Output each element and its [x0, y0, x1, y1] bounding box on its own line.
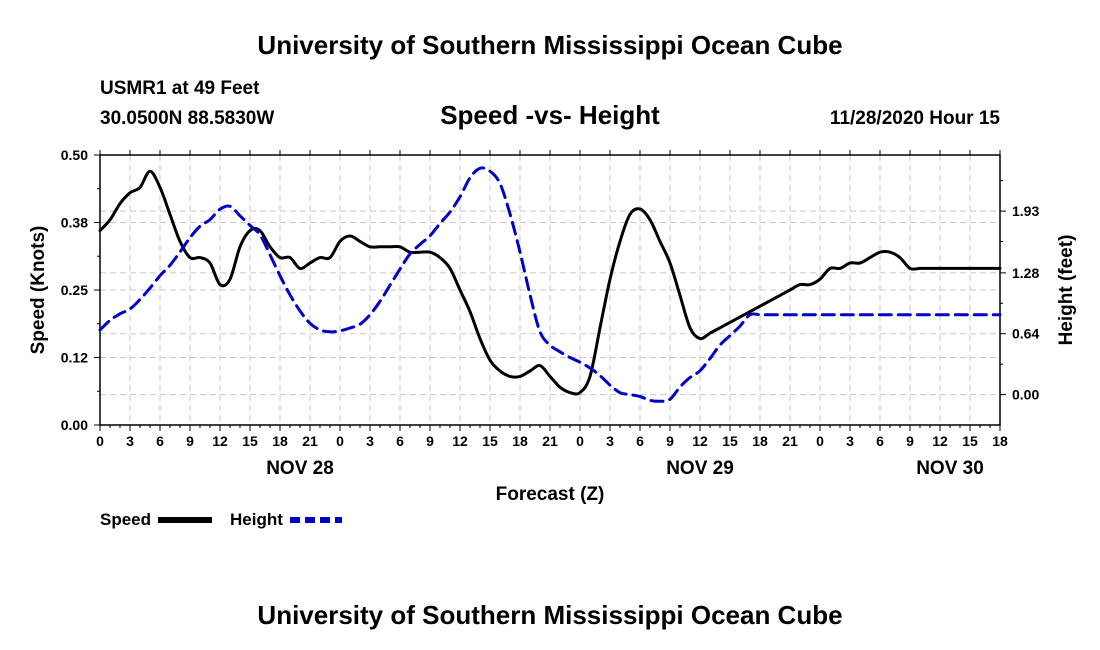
x-tick-label: 18: [512, 433, 528, 449]
legend-speed-label: Speed: [100, 510, 151, 529]
page-title: University of Southern Mississippi Ocean…: [257, 30, 842, 60]
speed-series-line: [98, 169, 1002, 396]
y2-axis-label: Height (feet): [1056, 235, 1077, 346]
x-tick-label: 3: [366, 433, 374, 449]
x-tick-label: 6: [876, 433, 884, 449]
series-layer: [98, 166, 1002, 403]
x-tick-label: 21: [782, 433, 798, 449]
x-tick-label: 18: [992, 433, 1008, 449]
y-tick-label: 0.00: [61, 417, 88, 433]
x-tick-label: 0: [336, 433, 344, 449]
x-axis-label: Forecast (Z): [496, 484, 605, 505]
y2-tick-label: 0.00: [1012, 387, 1039, 403]
y2-tick-label: 1.93: [1012, 203, 1039, 219]
station-label: USMR1 at 49 Feet: [100, 78, 260, 99]
y-tick-label: 0.25: [61, 282, 88, 298]
x-tick-label: 12: [932, 433, 948, 449]
y-tick-label: 0.12: [61, 350, 88, 366]
x-tick-label: 6: [156, 433, 164, 449]
x-tick-label: 15: [242, 433, 258, 449]
x-tick-label: 9: [426, 433, 434, 449]
x-tick-label: 15: [962, 433, 978, 449]
x-tick-label: 12: [452, 433, 468, 449]
x-tick-label: 9: [186, 433, 194, 449]
timestamp-label: 11/28/2020 Hour 15: [830, 108, 1000, 129]
x-tick-label: 0: [96, 433, 104, 449]
y-axis-label: Speed (Knots): [28, 226, 49, 355]
height-series-line: [98, 166, 1002, 403]
legend-height-label: Height: [230, 510, 283, 529]
grid-lines: [100, 155, 1000, 425]
x-tick-label: 0: [816, 433, 824, 449]
x-tick-label: 21: [542, 433, 558, 449]
x-tick-label: 3: [846, 433, 854, 449]
legend: Speed Height: [100, 510, 342, 529]
y-tick-label: 0.50: [61, 147, 88, 163]
y2-tick-label: 0.64: [1012, 326, 1039, 342]
x-tick-label: 18: [752, 433, 768, 449]
x-tick-label: 18: [272, 433, 288, 449]
x-tick-label: 15: [482, 433, 498, 449]
x-tick-label: 9: [666, 433, 674, 449]
chart-title: Speed -vs- Height: [440, 100, 660, 130]
date-label: NOV 30: [916, 458, 984, 479]
x-tick-label: 3: [606, 433, 614, 449]
x-tick-label: 9: [906, 433, 914, 449]
x-tick-label: 15: [722, 433, 738, 449]
axes: 0 3 6 9 12 15 18 21 0 3 6 9 12 15 18 21 0 3 6 9 12 15 18 21 0 3 6 9…: [61, 147, 1040, 479]
x-tick-label: 0: [576, 433, 584, 449]
y2-tick-label: 1.28: [1012, 265, 1039, 281]
x-tick-label: 6: [636, 433, 644, 449]
x-tick-label: 21: [302, 433, 318, 449]
x-tick-label: 6: [396, 433, 404, 449]
x-tick-label: 12: [692, 433, 708, 449]
footer-title: University of Southern Mississippi Ocean…: [257, 600, 842, 630]
date-label: NOV 29: [666, 458, 734, 479]
coordinates-label: 30.0500N 88.5830W: [100, 108, 274, 129]
x-tick-label: 3: [126, 433, 134, 449]
x-tick-label: 12: [212, 433, 228, 449]
date-label: NOV 28: [266, 458, 334, 479]
y-tick-label: 0.38: [61, 215, 88, 231]
